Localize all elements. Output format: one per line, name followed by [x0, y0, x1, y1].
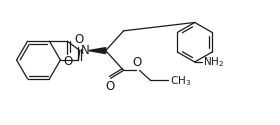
Text: O: O [132, 56, 141, 69]
Text: N: N [81, 44, 90, 57]
Text: O: O [105, 80, 114, 93]
Text: O: O [64, 55, 73, 68]
Text: NH$_2$: NH$_2$ [203, 55, 224, 69]
Text: CH$_3$: CH$_3$ [170, 74, 192, 88]
Polygon shape [89, 48, 106, 54]
Text: O: O [75, 33, 84, 46]
